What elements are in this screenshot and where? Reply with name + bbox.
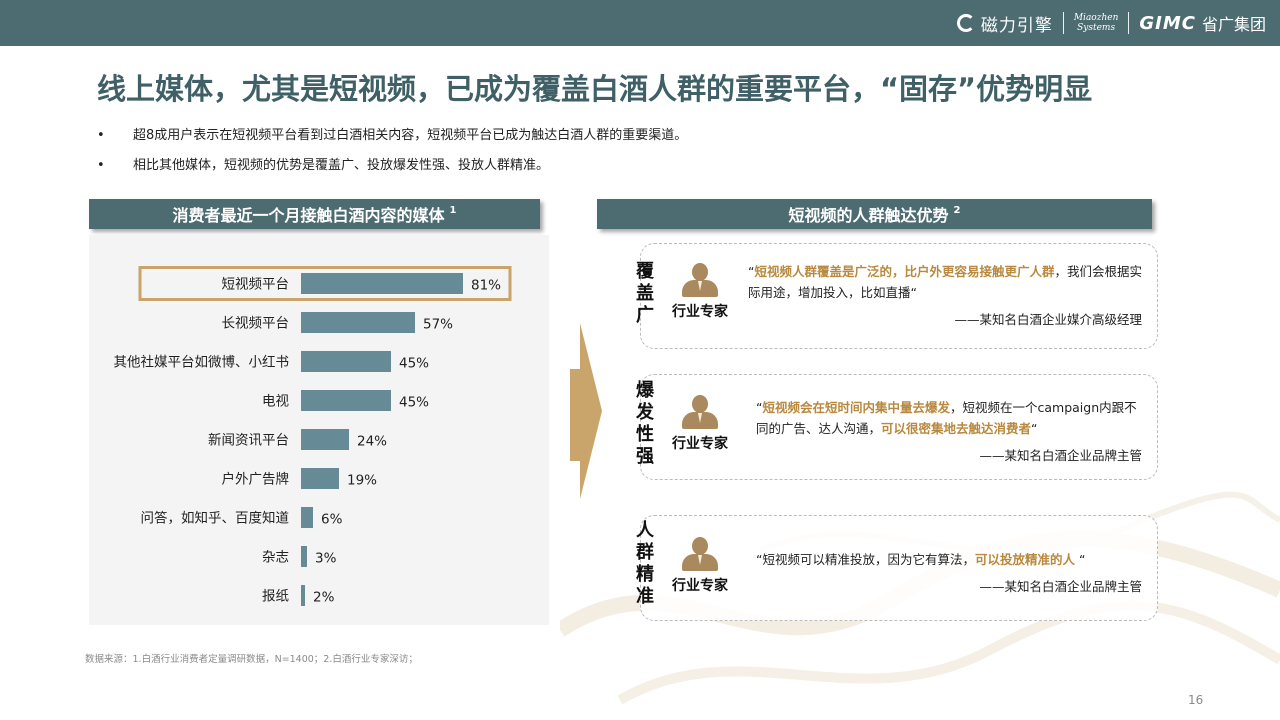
category-label: 长视频平台 [222,316,290,332]
bar [301,312,415,333]
person-icon [682,537,718,571]
bullet-text: 相比其他媒体，短视频的优势是覆盖广、投放爆发性强、投放人群精准。 [133,158,550,173]
advantage-label: 覆盖广 [636,261,654,326]
category-label: 报纸 [262,589,289,605]
brand-gimc-cn: 省广集团 [1201,15,1266,34]
advantage-label: 人群精准 [636,520,654,607]
brand-gimc: GIMC [1139,12,1196,34]
value-label: 24% [357,434,387,450]
cili-logo-icon [956,14,975,32]
expert-quote: “短视频人群覆盖是广泛的，比户外更容易接触更广人群，我们会根据实际用途，增加投入… [748,261,1148,303]
page-number: 16 [1188,693,1204,707]
value-label: 19% [347,473,377,489]
highlight-frame [138,266,512,301]
top-bar: 磁力引擎 Miaozhen Systems GIMC 省广集团 [0,0,1280,46]
quote-text: ，我们会根据实际用途，增加投入，比如直播“ [748,264,1143,300]
person-icon [682,263,718,297]
category-label: 短视频平台 [222,277,290,293]
bullet-marker: • [97,158,105,173]
value-label: 3% [315,551,337,567]
category-label: 户外广告牌 [222,471,290,488]
advantages-header-text: 短视频的人群触达优势 [788,206,949,225]
value-label: 45% [399,356,429,372]
quote-text: ，短视频在一个campaign内跟不同的广告、达人沟通， [756,400,1137,436]
expert-badge: 行业专家 [660,537,740,595]
expert-badge: 行业专家 [660,395,740,453]
advantage-label: 爆发性强 [636,380,654,467]
quote-text: “ [748,264,755,279]
decorative-wave-background [560,491,1280,705]
brand-divider [1128,12,1130,34]
value-label: 6% [321,512,343,528]
value-label: 57% [423,317,453,333]
bar [301,468,339,489]
brand-logos: 磁力引擎 Miaozhen Systems GIMC 省广集团 [956,8,1266,38]
category-label: 其他社媒平台如微博、小红书 [114,354,290,371]
bar [301,546,307,567]
brand-divider [1062,12,1064,34]
quote-highlight: 可以投放精准的人 [974,552,1075,567]
bullet-text: 超8成用户表示在短视频平台看到过白酒相关内容，短视频平台已成为触达白酒人群的重要… [133,128,688,143]
chart-header-footnote: 1 [449,204,457,216]
value-label: 2% [313,590,335,606]
advantage-card-precision [640,515,1158,621]
page-title: 线上媒体，尤其是短视频，已成为覆盖白酒人群的重要平台，“固存”优势明显 [97,72,1093,106]
expert-label: 行业专家 [672,304,728,320]
chart-header-text: 消费者最近一个月接触白酒内容的媒体 [172,206,445,225]
quote-text: “ [1075,552,1086,567]
advantages-header: 短视频的人群触达优势 2 [597,199,1152,229]
person-icon [682,395,718,429]
category-label: 杂志 [262,550,289,566]
expert-quote: “短视频可以精准投放，因为它有算法，可以投放精准的人 “ [756,549,1140,570]
expert-quote: “短视频会在短时间内集中量去爆发，短视频在一个campaign内跟不同的广告、达… [756,397,1140,439]
quote-source: ——某知名白酒企业媒介高级经理 [954,312,1142,327]
quote-text: “短视频可以精准投放，因为它有算法， [756,552,975,567]
quote-highlight: 短视频人群覆盖是广泛的，比户外更容易接触更广人群 [754,264,1055,279]
brand-cili: 磁力引擎 [980,15,1053,36]
advantage-card-burst [640,374,1158,480]
value-label: 45% [399,395,429,411]
expert-label: 行业专家 [672,578,728,594]
value-label: 81% [471,278,501,294]
advantage-card-coverage [640,243,1158,349]
bar [301,585,305,606]
expert-badge: 行业专家 [660,263,740,321]
expert-label: 行业专家 [672,436,728,452]
bullet-item: • 相比其他媒体，短视频的优势是覆盖广、投放爆发性强、投放人群精准。 [97,154,687,184]
media-bar-chart: 短视频平台 81% 长视频平台 57% 其他社媒平台如微博、小红书 45% 电视 45% 新闻资… [114,266,512,606]
bar [301,429,349,450]
quote-source: ——某知名白酒企业品牌主管 [979,448,1142,463]
quote-source: ——某知名白酒企业品牌主管 [979,579,1142,594]
brand-miaozhen: Miaozhen Systems [1073,13,1119,33]
quote-highlight: 短视频会在短时间内集中量去爆发 [762,400,950,415]
bullet-marker: • [97,128,105,143]
bar [301,351,391,372]
advantages-header-footnote: 2 [953,204,961,216]
bar [301,507,313,528]
data-source-footnote: 数据来源：1.白酒行业消费者定量调研数据，N=1400；2.白酒行业专家深访； [85,654,418,665]
bar [301,273,463,294]
quote-text: “ [1031,421,1038,436]
right-arrow-icon [570,323,602,499]
bullet-list: • 超8成用户表示在短视频平台看到过白酒相关内容，短视频平台已成为触达白酒人群的… [97,124,687,184]
category-label: 新闻资讯平台 [208,433,289,449]
bar [301,390,391,411]
chart-panel: 短视频平台 81% 长视频平台 57% 其他社媒平台如微博、小红书 45% 电视 45% 新闻资… [89,235,549,625]
quote-highlight: 可以很密集地去触达消费者 [881,421,1032,436]
quote-text: “ [756,400,763,415]
chart-header: 消费者最近一个月接触白酒内容的媒体 1 [89,199,540,229]
category-label: 电视 [262,394,289,410]
category-label: 问答，如知乎、百度知道 [141,510,290,527]
bullet-item: • 超8成用户表示在短视频平台看到过白酒相关内容，短视频平台已成为触达白酒人群的… [97,124,687,154]
